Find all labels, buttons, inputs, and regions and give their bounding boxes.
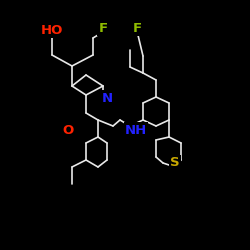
Text: F: F (98, 22, 108, 35)
Text: N: N (102, 92, 112, 104)
Text: S: S (170, 156, 180, 170)
Text: O: O (62, 124, 74, 136)
Text: NH: NH (125, 124, 147, 136)
Text: HO: HO (41, 24, 63, 36)
Text: F: F (132, 22, 141, 35)
